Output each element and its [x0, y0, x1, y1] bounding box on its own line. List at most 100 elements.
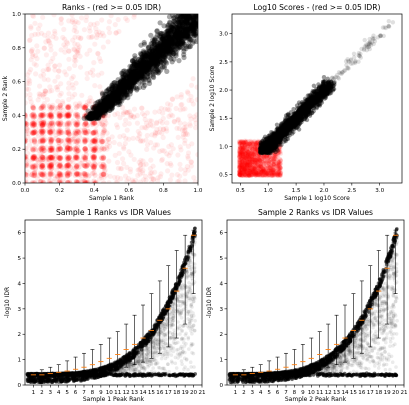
- red-point: [117, 134, 123, 140]
- red-point: [100, 44, 106, 50]
- red-point: [92, 129, 98, 135]
- red-point: [75, 20, 81, 26]
- red-point: [74, 103, 80, 109]
- red-point: [149, 132, 155, 138]
- red-point: [90, 112, 96, 118]
- red-point: [269, 166, 274, 171]
- red-point: [41, 45, 48, 51]
- red-point: [32, 20, 38, 26]
- red-point: [66, 122, 72, 128]
- red-point: [174, 94, 180, 100]
- red-point: [49, 166, 55, 172]
- red-point: [162, 106, 168, 112]
- red-point: [94, 132, 100, 138]
- black-point: [148, 32, 154, 38]
- red-point: [73, 111, 79, 117]
- red-point: [31, 61, 37, 67]
- red-point: [91, 153, 97, 160]
- red-point: [57, 146, 64, 152]
- red-point: [65, 129, 71, 135]
- red-point: [67, 145, 73, 151]
- red-point: [62, 69, 68, 75]
- red-point: [131, 14, 137, 20]
- red-point: [168, 162, 174, 168]
- red-point: [188, 159, 194, 165]
- red-point: [67, 179, 73, 183]
- black-point: [184, 20, 190, 26]
- red-point: [105, 136, 112, 143]
- red-point: [65, 40, 71, 46]
- red-point: [167, 102, 174, 108]
- red-point: [124, 178, 130, 183]
- red-point: [38, 178, 44, 183]
- red-point: [122, 122, 128, 128]
- red-point: [57, 162, 63, 169]
- red-point: [91, 112, 97, 118]
- red-point: [81, 154, 87, 160]
- red-point: [48, 162, 54, 168]
- red-point: [39, 127, 45, 133]
- red-point: [100, 171, 106, 177]
- red-point: [91, 60, 97, 66]
- red-point: [47, 154, 53, 161]
- red-point: [25, 155, 27, 161]
- red-point: [155, 178, 161, 183]
- red-point: [74, 113, 80, 119]
- red-point: [57, 129, 63, 135]
- red-point: [93, 179, 99, 183]
- red-point: [105, 136, 112, 142]
- red-point: [25, 171, 27, 177]
- red-point: [91, 111, 97, 118]
- red-point: [237, 150, 243, 155]
- red-point: [98, 146, 105, 152]
- red-point: [99, 114, 106, 120]
- red-point: [79, 157, 85, 163]
- black-point: [137, 84, 143, 90]
- red-point: [64, 122, 70, 128]
- red-point: [73, 58, 79, 64]
- red-point: [48, 112, 54, 118]
- red-point: [48, 113, 54, 119]
- red-point: [32, 129, 38, 135]
- red-point: [241, 147, 247, 153]
- red-point: [66, 112, 72, 118]
- red-point: [164, 151, 170, 157]
- red-point: [39, 105, 45, 111]
- red-point: [67, 138, 73, 144]
- red-point: [156, 108, 162, 115]
- red-point: [47, 163, 53, 169]
- red-point: [65, 104, 71, 110]
- red-point: [92, 120, 98, 126]
- red-point: [49, 126, 56, 132]
- red-point: [48, 106, 55, 112]
- red-point: [144, 132, 150, 139]
- red-point: [38, 179, 44, 183]
- red-point: [119, 104, 126, 111]
- red-point: [37, 138, 43, 144]
- red-point: [57, 171, 63, 177]
- red-point: [102, 118, 108, 124]
- red-point: [46, 38, 52, 44]
- red-point: [39, 158, 45, 164]
- red-point: [113, 179, 119, 183]
- red-point: [32, 129, 38, 135]
- red-point: [92, 172, 98, 178]
- red-point: [170, 96, 176, 102]
- red-point: [91, 166, 97, 172]
- red-point: [48, 43, 54, 49]
- red-point: [66, 104, 72, 110]
- red-point: [48, 169, 54, 175]
- red-point: [104, 144, 110, 150]
- red-point: [165, 106, 171, 112]
- black-point: [190, 17, 197, 24]
- red-point: [47, 88, 53, 94]
- red-point: [57, 172, 63, 178]
- red-point: [101, 171, 107, 177]
- red-point: [57, 130, 64, 136]
- red-point: [34, 157, 40, 163]
- red-point: [45, 35, 51, 41]
- red-point: [81, 126, 87, 133]
- red-point: [127, 169, 133, 175]
- red-point: [82, 180, 88, 183]
- red-point: [36, 93, 43, 99]
